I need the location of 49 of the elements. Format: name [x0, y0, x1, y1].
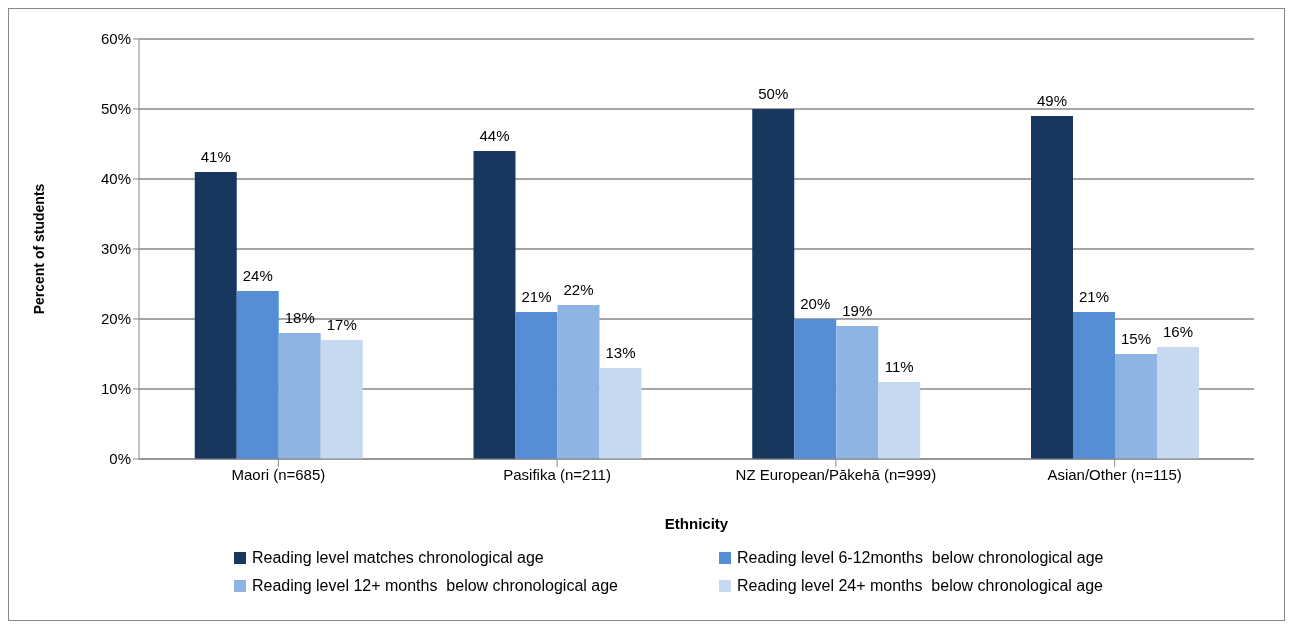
y-tick-label: 40%	[100, 170, 131, 188]
bar	[557, 305, 600, 459]
bar	[1115, 354, 1157, 459]
bar	[320, 340, 363, 459]
x-tick-label: Maori (n=685)	[231, 465, 326, 483]
x-tick-label: Asian/Other (n=115)	[1047, 465, 1182, 483]
bar	[1157, 347, 1199, 459]
data-label: 24%	[242, 267, 273, 284]
data-label: 21%	[1078, 288, 1110, 305]
bar	[278, 333, 321, 459]
y-tick-label: 30%	[100, 240, 131, 258]
data-label: 17%	[326, 316, 357, 333]
y-tick-label: 10%	[100, 380, 131, 398]
x-tick-label: NZ European/Pākehā (n=999)	[735, 465, 937, 483]
data-label: 41%	[200, 148, 231, 165]
y-tick-label: 50%	[100, 100, 131, 118]
bar	[878, 382, 921, 459]
data-label: 13%	[605, 344, 636, 361]
legend-label: Reading level 12+ months below chronological age	[251, 577, 619, 595]
x-tick-label: Pasifika (n=211)	[503, 465, 611, 483]
legend-label: Reading level 6-12months below chronological age	[736, 549, 1105, 567]
bar	[473, 151, 516, 459]
data-label: 50%	[758, 85, 789, 102]
data-label: 19%	[842, 302, 873, 319]
legend-label: Reading level 24+ months below chronological age	[736, 577, 1104, 595]
data-label: 20%	[800, 295, 831, 312]
legend-label: Reading level matches chronological age	[251, 549, 545, 567]
data-label: 11%	[884, 358, 914, 375]
data-label: 16%	[1162, 323, 1194, 340]
x-axis-title: Ethnicity	[664, 515, 729, 532]
data-label: 21%	[521, 288, 552, 305]
y-tick-label: 0%	[109, 450, 131, 468]
bar	[1031, 116, 1073, 459]
y-tick-label: 20%	[100, 310, 131, 328]
bar	[836, 326, 879, 459]
bar	[194, 172, 237, 459]
bar	[794, 319, 837, 459]
bar	[599, 368, 642, 459]
bar	[515, 312, 558, 459]
data-label: 15%	[1120, 330, 1152, 347]
bar	[752, 109, 795, 459]
bar	[236, 291, 279, 459]
data-label: 22%	[563, 281, 594, 298]
y-axis-title: Percent of students	[30, 183, 47, 315]
data-label: 44%	[479, 127, 510, 144]
bar	[1073, 312, 1115, 459]
data-label: 18%	[284, 309, 315, 326]
data-label: 49%	[1036, 92, 1068, 109]
y-tick-label: 60%	[100, 30, 131, 48]
